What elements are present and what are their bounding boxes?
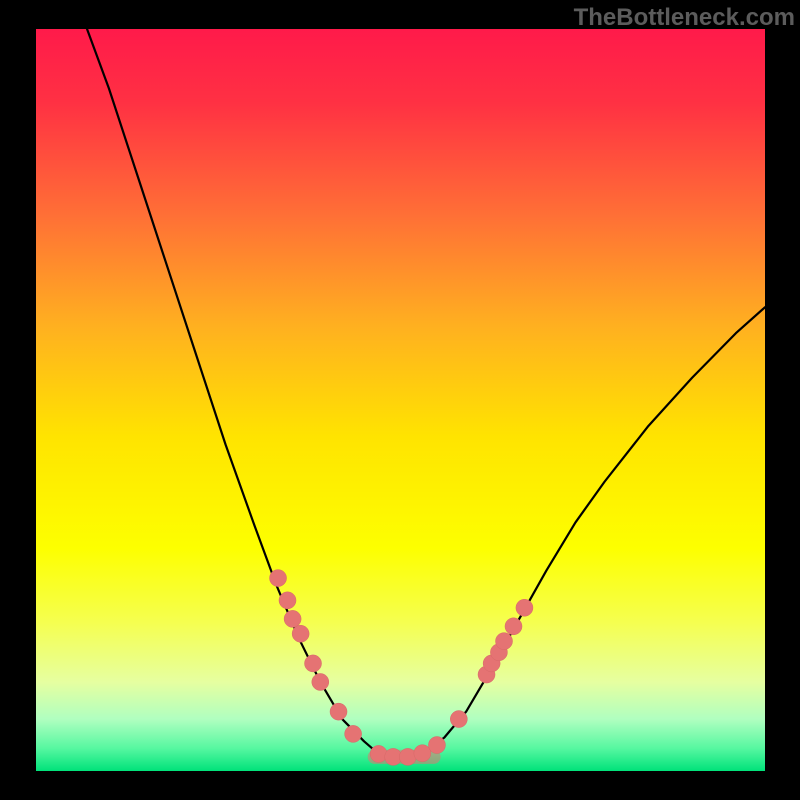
plot-svg: [36, 29, 765, 771]
watermark-text: TheBottleneck.com: [574, 4, 795, 32]
plot-area: [36, 29, 765, 771]
figure-root: TheBottleneck.com: [0, 0, 800, 800]
